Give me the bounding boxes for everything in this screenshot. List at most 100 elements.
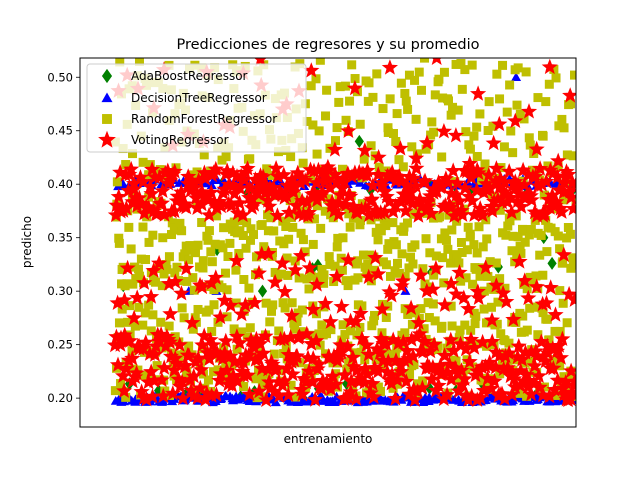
- star-marker: [437, 170, 454, 186]
- star-marker: [140, 199, 157, 215]
- square-marker: [531, 271, 541, 281]
- star-marker: [364, 375, 381, 391]
- star-marker: [412, 192, 429, 209]
- star-marker: [505, 311, 522, 327]
- square-marker: [286, 380, 296, 390]
- star-marker: [233, 305, 250, 322]
- square-marker: [495, 274, 505, 284]
- star-marker: [453, 362, 470, 378]
- star-marker: [546, 381, 563, 397]
- star-marker: [565, 200, 576, 216]
- star-marker: [217, 332, 234, 349]
- square-marker: [397, 249, 407, 259]
- square-marker: [496, 329, 506, 339]
- star-marker: [261, 198, 278, 214]
- star-marker: [520, 103, 538, 119]
- square-marker: [217, 283, 227, 293]
- star-marker: [414, 379, 431, 395]
- star-marker: [480, 166, 497, 183]
- square-marker: [512, 100, 522, 110]
- star-marker: [258, 176, 275, 192]
- square-marker: [296, 228, 306, 238]
- square-marker: [486, 302, 496, 312]
- star-marker: [469, 283, 486, 299]
- square-marker: [277, 269, 287, 279]
- star-marker: [420, 197, 437, 214]
- square-marker: [369, 265, 379, 275]
- square-marker: [259, 242, 269, 252]
- star-marker: [173, 183, 190, 200]
- square-marker: [498, 60, 508, 70]
- star-marker: [352, 305, 369, 321]
- star-marker: [262, 379, 279, 396]
- square-marker: [328, 213, 338, 223]
- square-marker: [278, 298, 288, 308]
- star-marker: [488, 160, 505, 176]
- square-marker: [148, 310, 158, 320]
- square-marker: [460, 65, 470, 75]
- square-marker: [256, 372, 266, 382]
- square-marker: [558, 298, 568, 308]
- square-marker: [562, 318, 572, 328]
- star-marker: [144, 161, 161, 177]
- square-marker: [462, 245, 472, 255]
- star-marker: [164, 385, 181, 401]
- star-marker: [155, 387, 172, 404]
- star-marker: [387, 352, 405, 368]
- square-marker: [483, 126, 493, 136]
- star-marker: [143, 185, 160, 201]
- square-marker: [333, 233, 343, 243]
- square-marker: [300, 247, 310, 257]
- square-marker: [125, 301, 135, 311]
- square-marker: [242, 332, 252, 342]
- star-marker: [492, 170, 509, 186]
- star-marker: [397, 202, 414, 218]
- star-marker: [297, 172, 314, 188]
- star-marker: [424, 358, 441, 375]
- star-marker: [197, 170, 214, 186]
- square-marker: [454, 258, 464, 268]
- square-marker: [451, 59, 461, 69]
- star-marker: [317, 295, 334, 311]
- square-marker: [207, 257, 217, 267]
- square-marker: [474, 222, 484, 232]
- star-marker: [398, 373, 415, 389]
- star-marker: [392, 140, 409, 156]
- square-marker: [376, 386, 386, 396]
- square-marker: [359, 154, 369, 164]
- star-marker: [275, 166, 292, 182]
- star-marker: [205, 336, 222, 352]
- diamond-marker: [342, 377, 352, 391]
- star-marker: [222, 348, 239, 364]
- square-marker: [348, 383, 358, 393]
- star-marker: [431, 58, 442, 65]
- star-marker: [278, 187, 295, 203]
- square-marker: [189, 285, 199, 295]
- star-marker: [389, 371, 406, 387]
- star-marker: [184, 314, 201, 330]
- star-marker: [470, 85, 487, 101]
- star-marker: [370, 166, 387, 182]
- square-marker: [469, 240, 479, 250]
- star-marker: [145, 262, 162, 278]
- star-marker: [383, 375, 400, 391]
- star-marker: [344, 349, 361, 365]
- square-marker: [374, 162, 384, 172]
- square-marker: [435, 212, 445, 222]
- star-marker: [289, 164, 306, 180]
- square-marker: [475, 271, 485, 281]
- star-marker: [286, 177, 303, 193]
- square-marker: [394, 268, 404, 278]
- star-marker: [418, 134, 435, 150]
- star-marker: [236, 171, 253, 187]
- star-marker: [484, 202, 501, 218]
- square-marker: [522, 284, 532, 294]
- star-marker: [118, 360, 135, 376]
- square-marker: [441, 235, 451, 245]
- square-marker: [112, 177, 122, 187]
- square-marker: [569, 260, 576, 270]
- star-marker: [549, 372, 566, 388]
- star-marker: [541, 387, 558, 404]
- diamond-marker: [354, 134, 364, 148]
